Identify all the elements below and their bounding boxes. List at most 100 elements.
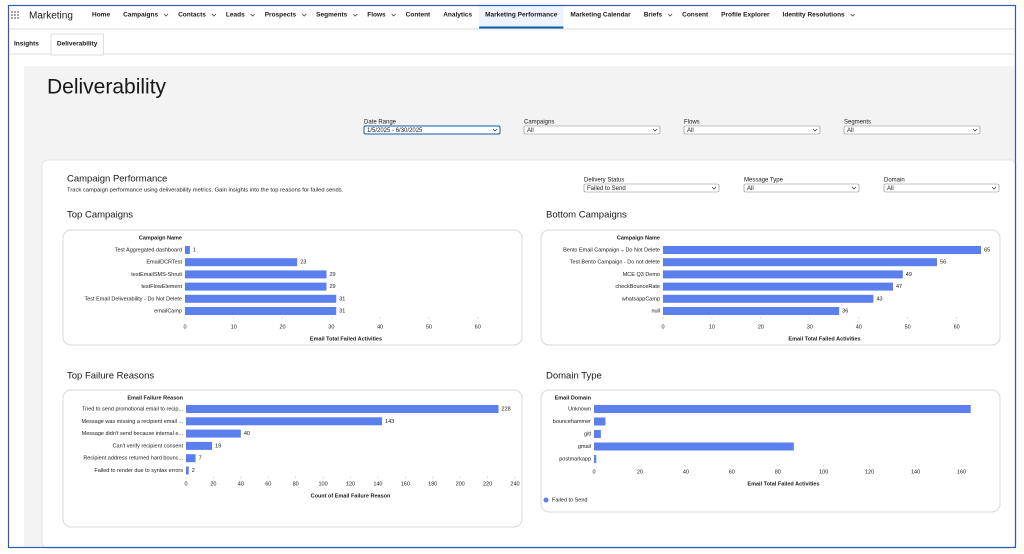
x-tick-label: 40 bbox=[856, 324, 862, 330]
data-label: 31 bbox=[339, 296, 345, 302]
x-tick-label: 0 bbox=[183, 324, 186, 330]
x-tick-label: 30 bbox=[328, 324, 334, 330]
bar bbox=[663, 307, 840, 315]
data-label: 31 bbox=[339, 308, 345, 314]
bar bbox=[186, 454, 196, 463]
category-label: Recipient address returned hard bounc... bbox=[83, 456, 183, 462]
bar bbox=[185, 294, 337, 303]
bar bbox=[594, 405, 971, 413]
x-tick-label: 220 bbox=[483, 481, 492, 487]
nav-item[interactable]: Prospects bbox=[265, 12, 297, 19]
x-tick-label: 120 bbox=[865, 469, 874, 475]
nav-item[interactable]: Segments bbox=[316, 12, 347, 19]
bar bbox=[186, 417, 383, 426]
tab[interactable]: Insights bbox=[14, 41, 39, 48]
x-tick-label: 120 bbox=[346, 481, 355, 487]
x-tick-label: 160 bbox=[401, 481, 410, 487]
dropdown-value: All bbox=[887, 186, 894, 192]
nav-item[interactable]: Profile Explorer bbox=[721, 12, 770, 19]
data-label: 65 bbox=[984, 247, 990, 253]
bar bbox=[186, 441, 213, 450]
nav-active-bg bbox=[479, 6, 564, 28]
bar bbox=[663, 258, 938, 267]
nav-item[interactable]: Campaigns bbox=[123, 12, 158, 19]
nav-item[interactable]: Leads bbox=[226, 12, 245, 19]
data-label: 47 bbox=[896, 284, 902, 290]
x-tick-label: 20 bbox=[758, 324, 764, 330]
x-tick-label: 240 bbox=[510, 481, 519, 487]
nav-item[interactable]: Analytics bbox=[443, 12, 472, 19]
category-label: emailCamp bbox=[154, 308, 182, 314]
nav-item[interactable]: Consent bbox=[682, 12, 709, 19]
nav-item[interactable]: Home bbox=[92, 12, 110, 19]
dropdown-value: Failed to Send bbox=[587, 186, 626, 192]
data-label: 143 bbox=[385, 419, 394, 425]
bar bbox=[185, 246, 190, 254]
chevron-icon bbox=[301, 13, 307, 17]
screen-frame bbox=[7, 4, 1017, 549]
chevron-icon bbox=[711, 186, 717, 190]
bar bbox=[663, 294, 874, 303]
bar bbox=[594, 430, 601, 438]
x-tick-label: 30 bbox=[807, 324, 813, 330]
bar bbox=[185, 258, 298, 267]
tab[interactable]: Deliverability bbox=[57, 41, 98, 48]
chart-title: Top Failure Reasons bbox=[67, 371, 154, 382]
chart-title: Bottom Campaigns bbox=[546, 210, 627, 221]
filter-label: Date Range bbox=[364, 120, 397, 126]
x-tick-label: 20 bbox=[210, 481, 216, 487]
dropdown[interactable] bbox=[583, 183, 720, 193]
app-launcher-dot bbox=[14, 14, 16, 16]
filter-label: Domain bbox=[884, 178, 905, 184]
nav-item[interactable]: Marketing Calendar bbox=[570, 12, 631, 19]
chevron-icon bbox=[352, 13, 358, 17]
x-tick-label: 0 bbox=[661, 324, 664, 330]
dropdown[interactable] bbox=[743, 183, 860, 193]
nav-item[interactable]: Flows bbox=[367, 12, 386, 19]
data-label: 23 bbox=[300, 260, 306, 266]
bar bbox=[186, 405, 499, 413]
x-tick-label: 20 bbox=[637, 469, 643, 475]
data-label: 49 bbox=[906, 272, 912, 278]
x-axis-title: Email Total Failed Activities bbox=[310, 336, 382, 342]
dropdown[interactable] bbox=[883, 183, 1000, 193]
dropdown[interactable] bbox=[363, 125, 501, 135]
chart-title: Top Campaigns bbox=[67, 210, 133, 221]
category-label: Failed to render due to syntax errors bbox=[94, 468, 183, 474]
bar bbox=[594, 417, 606, 426]
chevron-icon bbox=[250, 13, 256, 17]
bar bbox=[185, 270, 327, 279]
dropdown[interactable] bbox=[843, 125, 981, 135]
legend-label: Failed to Send bbox=[552, 497, 587, 503]
x-tick-label: 0 bbox=[184, 481, 187, 487]
dropdown[interactable] bbox=[683, 125, 821, 135]
bar bbox=[185, 307, 337, 315]
data-label: 36 bbox=[842, 308, 848, 314]
data-label: 228 bbox=[502, 406, 511, 412]
category-label: Test Email Deliverability - Do Not Delet… bbox=[84, 296, 182, 302]
chevron-icon bbox=[492, 128, 498, 132]
nav-item[interactable]: Marketing Performance bbox=[485, 12, 558, 19]
app-launcher-dot bbox=[11, 11, 13, 13]
nav-item[interactable]: Identity Resolutions bbox=[783, 12, 846, 19]
tab-active-box bbox=[50, 33, 104, 56]
nav-item[interactable]: Briefs bbox=[644, 12, 663, 19]
x-tick-label: 50 bbox=[426, 324, 432, 330]
bar bbox=[663, 270, 903, 279]
app-launcher-dot bbox=[11, 14, 13, 16]
x-tick-label: 60 bbox=[265, 481, 271, 487]
data-label: 40 bbox=[244, 431, 250, 437]
nav-item[interactable]: Contacts bbox=[178, 12, 206, 19]
category-label: Unknown bbox=[568, 406, 591, 412]
chevron-icon bbox=[163, 13, 169, 17]
x-tick-label: 20 bbox=[280, 324, 286, 330]
chevron-icon bbox=[652, 128, 658, 132]
x-axis-title: Count of Email Failure Reason bbox=[311, 493, 391, 499]
filter-label: Message Type bbox=[744, 178, 784, 184]
dropdown[interactable] bbox=[523, 125, 661, 135]
x-tick-label: 140 bbox=[911, 469, 920, 475]
data-label: 56 bbox=[940, 260, 946, 266]
nav-item[interactable]: Content bbox=[406, 12, 431, 19]
data-label: 1 bbox=[193, 247, 196, 253]
